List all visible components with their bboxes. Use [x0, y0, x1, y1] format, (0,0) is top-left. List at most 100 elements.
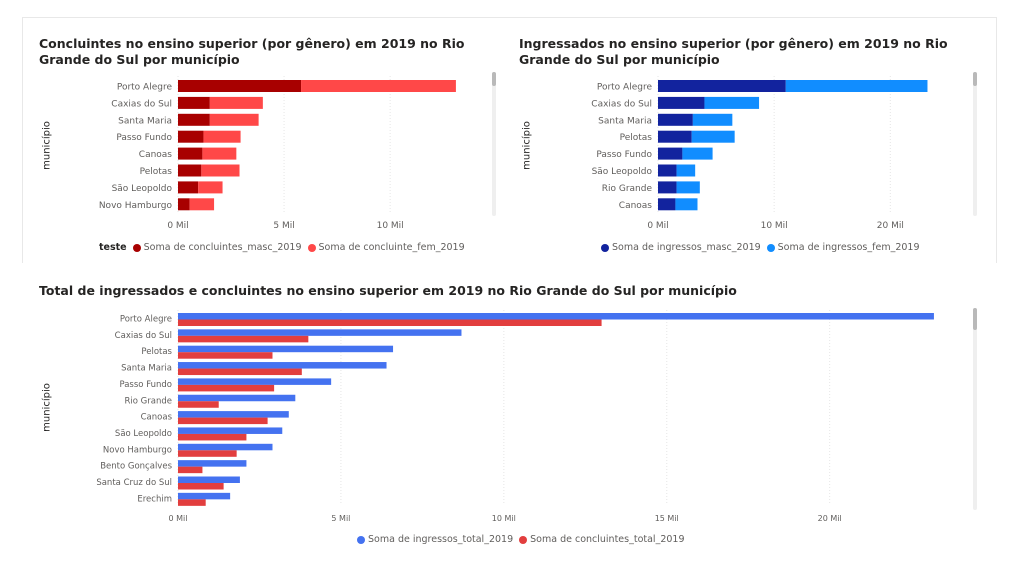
c3-bar-ingressos[interactable]: [178, 476, 240, 484]
chart2-scrollbar-thumb[interactable]: [973, 72, 977, 86]
chart2-legend: Soma de ingressos_masc_2019 Soma de ingr…: [601, 242, 926, 253]
c2-bar-masc[interactable]: [658, 80, 786, 92]
c2-bar-masc[interactable]: [658, 113, 693, 126]
chart1-scrollbar[interactable]: [492, 72, 496, 216]
chart3-scrollbar[interactable]: [973, 308, 977, 510]
c1-xtick-label: 0 Mil: [167, 221, 188, 231]
c3-bar-concluintes[interactable]: [178, 466, 203, 474]
c1-bar-fem[interactable]: [301, 80, 456, 92]
c3-xtick-label: 20 Mil: [818, 514, 842, 523]
c1-category-label: São Leopoldo: [112, 184, 173, 194]
c3-xtick-label: 10 Mil: [492, 514, 516, 523]
c2-bar-fem[interactable]: [704, 96, 760, 109]
c3-xtick-label: 5 Mil: [331, 514, 350, 523]
c3-bar-ingressos[interactable]: [178, 394, 296, 402]
c2-bar-fem[interactable]: [785, 80, 928, 92]
c2-bar-fem[interactable]: [676, 181, 700, 194]
chart2-ylabel: município: [521, 121, 533, 170]
c1-bar-masc[interactable]: [178, 164, 202, 177]
c3-bar-ingressos[interactable]: [178, 411, 289, 418]
c3-bar-concluintes[interactable]: [178, 352, 273, 359]
c1-category-label: Porto Alegre: [117, 83, 173, 93]
c2-category-label: Canoas: [619, 201, 653, 211]
legend-dot: [766, 243, 775, 252]
chart3-legend-item-concluintes[interactable]: Soma de concluintes_total_2019: [519, 534, 685, 545]
c3-bar-ingressos[interactable]: [178, 378, 332, 385]
c3-bar-concluintes[interactable]: [178, 368, 302, 376]
c1-bar-masc[interactable]: [178, 147, 203, 160]
c2-bar-masc[interactable]: [658, 147, 683, 160]
c2-bar-fem[interactable]: [675, 198, 698, 211]
c3-bar-ingressos[interactable]: [178, 492, 231, 500]
c2-category-label: Porto Alegre: [597, 83, 653, 93]
c3-bar-concluintes[interactable]: [178, 401, 219, 408]
chart1-legend-item-masc[interactable]: Soma de concluintes_masc_2019: [132, 242, 302, 253]
c3-bar-concluintes[interactable]: [178, 433, 247, 441]
c3-bar-ingressos[interactable]: [178, 460, 247, 467]
chart1-legend: teste Soma de concluintes_masc_2019 Soma…: [99, 242, 471, 253]
chart2-scrollbar[interactable]: [973, 72, 977, 216]
chart3-scrollbar-thumb[interactable]: [973, 308, 977, 330]
chart1-title: Concluintes no ensino superior (por gêne…: [39, 36, 465, 67]
c3-bar-concluintes[interactable]: [178, 417, 268, 425]
c1-bar-fem[interactable]: [201, 164, 240, 177]
c2-bar-masc[interactable]: [658, 164, 677, 177]
chart3-title: Total de ingressados e concluintes no en…: [39, 283, 737, 298]
c1-category-label: Novo Hamburgo: [99, 201, 173, 211]
c1-bar-fem[interactable]: [203, 130, 241, 143]
chart3-legend: Soma de ingressos_total_2019 Soma de con…: [357, 534, 691, 545]
c1-bar-masc[interactable]: [178, 96, 210, 109]
c2-bar-masc[interactable]: [658, 181, 677, 194]
legend-label: Soma de ingressos_masc_2019: [612, 242, 761, 253]
legend-label: Soma de concluintes_total_2019: [530, 534, 685, 545]
chart1-legend-item-fem[interactable]: Soma de concluinte_fem_2019: [307, 242, 465, 253]
c3-category-label: Erechim: [137, 494, 172, 504]
c3-bar-ingressos[interactable]: [178, 313, 934, 320]
c3-bar-ingressos[interactable]: [178, 443, 273, 451]
c3-bar-concluintes[interactable]: [178, 335, 309, 343]
c1-bar-masc[interactable]: [178, 113, 210, 126]
legend-dot: [132, 243, 141, 252]
chart3-legend-item-ingressos[interactable]: Soma de ingressos_total_2019: [357, 534, 513, 545]
c3-category-label: Caxias do Sul: [115, 331, 172, 341]
c1-bar-masc[interactable]: [178, 198, 190, 211]
c2-bar-fem[interactable]: [692, 113, 733, 126]
c1-xtick-label: 5 Mil: [273, 221, 294, 231]
c2-bar-masc[interactable]: [658, 198, 676, 211]
c3-bar-ingressos[interactable]: [178, 345, 394, 353]
c3-category-label: Novo Hamburgo: [103, 445, 172, 455]
c1-category-label: Caxias do Sul: [111, 99, 172, 109]
c1-bar-fem[interactable]: [198, 181, 223, 194]
c3-bar-concluintes[interactable]: [178, 319, 602, 327]
c3-bar-concluintes[interactable]: [178, 384, 275, 392]
c2-bar-fem[interactable]: [676, 164, 696, 177]
c1-bar-masc[interactable]: [178, 130, 204, 143]
c1-bar-fem[interactable]: [209, 113, 259, 126]
c1-bar-fem[interactable]: [209, 96, 263, 109]
legend-label: Soma de concluinte_fem_2019: [318, 242, 465, 253]
chart1-legend-title: teste: [99, 242, 127, 253]
chart1-scrollbar-thumb[interactable]: [492, 72, 496, 86]
c2-category-label: Passo Fundo: [596, 150, 652, 160]
c3-bar-ingressos[interactable]: [178, 362, 387, 369]
c1-category-label: Passo Fundo: [116, 133, 172, 143]
c3-bar-concluintes[interactable]: [178, 499, 206, 506]
chart2-legend-item-masc[interactable]: Soma de ingressos_masc_2019: [601, 242, 761, 253]
c2-bar-masc[interactable]: [658, 130, 692, 143]
chart2-legend-item-fem[interactable]: Soma de ingressos_fem_2019: [766, 242, 920, 253]
legend-label: Soma de ingressos_fem_2019: [777, 242, 920, 253]
c1-bar-masc[interactable]: [178, 181, 199, 194]
legend-dot: [519, 535, 528, 544]
c3-bar-concluintes[interactable]: [178, 483, 224, 490]
c3-bar-concluintes[interactable]: [178, 450, 237, 457]
c1-bar-fem[interactable]: [189, 198, 215, 211]
c1-category-label: Pelotas: [140, 167, 173, 177]
c1-bar-masc[interactable]: [178, 80, 302, 92]
c2-bar-fem[interactable]: [691, 130, 735, 143]
c2-bar-masc[interactable]: [658, 96, 705, 109]
c2-bar-fem[interactable]: [682, 147, 713, 160]
c3-category-label: Rio Grande: [125, 396, 172, 406]
c1-bar-fem[interactable]: [202, 147, 237, 160]
c3-bar-ingressos[interactable]: [178, 329, 462, 336]
c3-bar-ingressos[interactable]: [178, 427, 283, 434]
